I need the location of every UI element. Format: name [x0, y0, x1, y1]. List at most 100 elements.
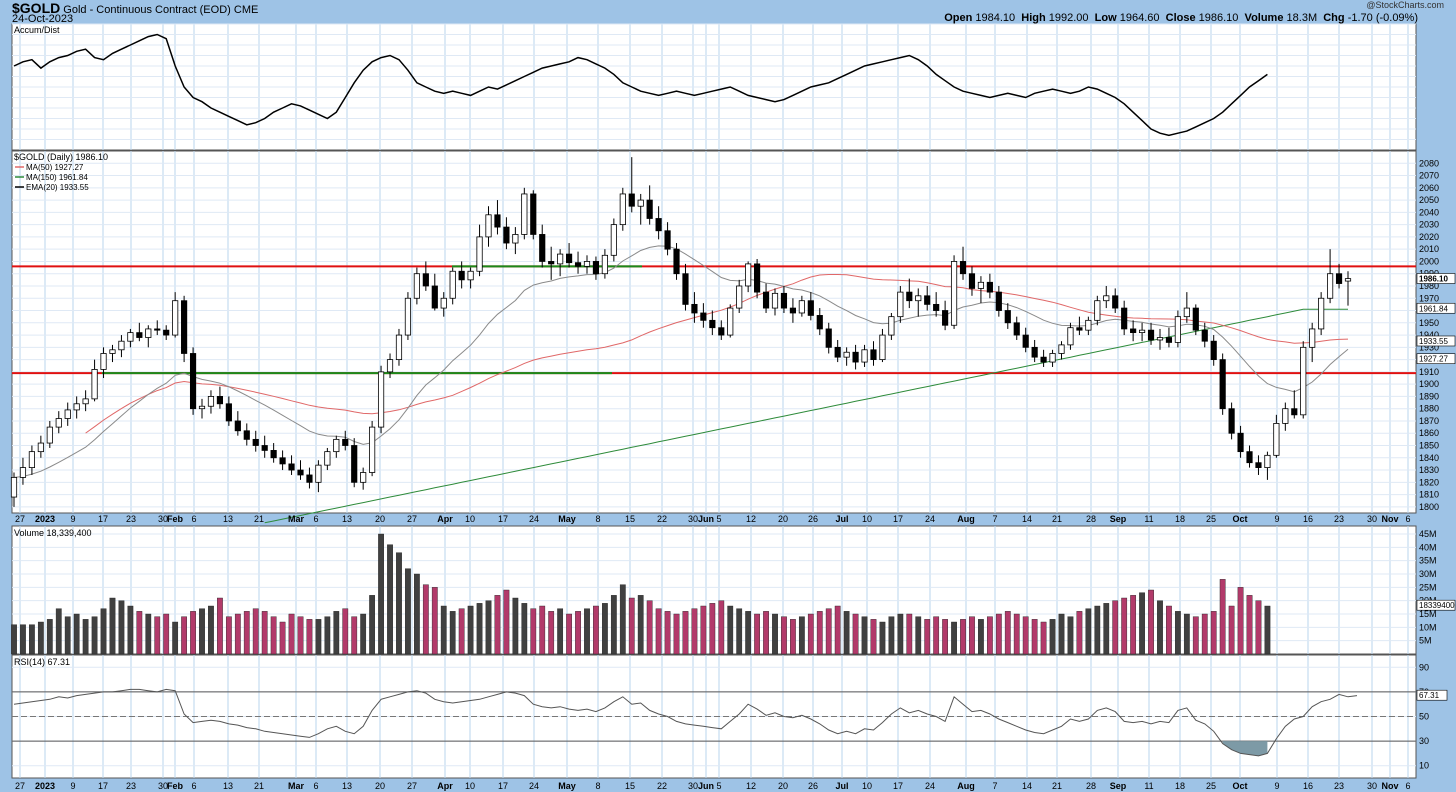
candle-body — [915, 295, 922, 302]
candle — [369, 420, 376, 477]
volume-bar — [1166, 605, 1172, 655]
volume-bar — [942, 619, 948, 655]
price-tag: 1927.27 — [1419, 355, 1448, 364]
volume-bar — [1228, 605, 1235, 655]
candle-body — [924, 295, 931, 305]
candle — [816, 308, 823, 336]
candle — [1165, 327, 1173, 348]
candle-body — [736, 285, 743, 309]
candle — [691, 292, 698, 323]
candle — [1300, 341, 1307, 419]
x-tick-price: 5 — [716, 514, 721, 524]
volume-bar — [20, 624, 26, 655]
candle-body — [754, 263, 761, 293]
candle — [136, 322, 143, 342]
vol-y-tick: 30M — [1419, 569, 1437, 579]
volume-bar — [1264, 605, 1271, 655]
volume-bar — [888, 616, 895, 655]
rsi-y-tick: 50 — [1419, 712, 1429, 722]
volume-bar — [637, 595, 644, 655]
candle — [324, 447, 331, 471]
candle — [888, 312, 895, 340]
open-label: Open — [944, 12, 973, 24]
candle — [1049, 349, 1056, 367]
low-value: 1964.60 — [1119, 12, 1160, 24]
rsi-line — [13, 688, 1358, 757]
candle-body — [1022, 334, 1029, 348]
volume-bar — [422, 584, 429, 655]
candle-body — [422, 273, 429, 287]
candle — [950, 255, 958, 329]
candle-body — [798, 300, 805, 314]
ad-line — [13, 33, 1268, 137]
volume-bar — [1022, 616, 1029, 655]
candle — [1237, 425, 1244, 458]
candle-body — [1192, 307, 1199, 331]
candle — [968, 266, 976, 296]
candle-body — [55, 418, 62, 428]
vol-y-tick: 45M — [1419, 529, 1437, 539]
volume-bar — [709, 603, 716, 655]
volume-bar — [646, 600, 653, 655]
candle-body — [198, 405, 206, 410]
price-tag-box — [1416, 273, 1456, 284]
volume-bar — [960, 619, 966, 655]
candle — [1174, 310, 1181, 348]
candle-body — [1103, 295, 1110, 302]
candle — [995, 285, 1002, 317]
x-tick-bottom: Jun — [698, 781, 714, 791]
volume-bar — [619, 584, 626, 655]
candle — [1103, 285, 1110, 309]
candle-body — [216, 396, 224, 405]
candle — [1255, 455, 1262, 475]
volume-bar — [342, 608, 349, 655]
candle-body — [1228, 408, 1235, 434]
x-tick-bottom: 17 — [498, 781, 508, 791]
candle-body — [270, 450, 277, 459]
candle — [897, 285, 904, 323]
candle — [315, 460, 322, 493]
candle-body — [207, 396, 215, 407]
x-tick-price: 9 — [1274, 514, 1279, 524]
candle — [959, 246, 967, 280]
x-tick-price: 6 — [1405, 514, 1410, 524]
price-tag-box — [1416, 353, 1456, 364]
volume-bar — [163, 613, 170, 655]
volume-bar — [807, 613, 814, 655]
chart-date: 24-Oct-2023 — [12, 13, 74, 25]
x-tick-price: 21 — [254, 514, 264, 524]
candle — [1192, 304, 1199, 336]
candle-body — [431, 285, 438, 309]
ohlc-summary: Open 1984.10 High 1992.00 Low 1964.60 Cl… — [944, 12, 1418, 24]
x-tick-bottom: 9 — [1274, 781, 1279, 791]
volume-bar — [1103, 603, 1110, 655]
candle-body — [879, 334, 886, 361]
price-tag: 1961.84 — [1419, 304, 1448, 313]
candle-body — [136, 332, 143, 338]
candle — [118, 335, 125, 358]
volume-bar — [109, 597, 116, 655]
volume-bar — [1076, 611, 1083, 655]
price-y-tick: 2010 — [1419, 244, 1439, 254]
candle — [449, 267, 456, 305]
candle — [73, 396, 80, 419]
x-tick-bottom: 10 — [862, 781, 872, 791]
volume-bar — [494, 595, 501, 655]
candle — [1138, 322, 1146, 342]
volume-bar — [575, 611, 581, 655]
price-tag-box — [1416, 302, 1456, 314]
volume-bar — [745, 611, 752, 655]
volume-bar — [73, 613, 80, 655]
candle-body — [234, 420, 241, 432]
volume-bar — [834, 605, 841, 655]
candle-body — [369, 426, 376, 473]
candle-body — [109, 349, 116, 354]
price-y-tick: 1870 — [1419, 416, 1439, 426]
candle-body — [825, 328, 832, 348]
volume-bar — [306, 619, 313, 655]
volume-bar — [225, 616, 232, 655]
x-tick-bottom: 7 — [992, 781, 997, 791]
candle — [342, 430, 349, 451]
volume-bar — [655, 608, 662, 655]
price-y-tick: 1950 — [1419, 318, 1439, 328]
